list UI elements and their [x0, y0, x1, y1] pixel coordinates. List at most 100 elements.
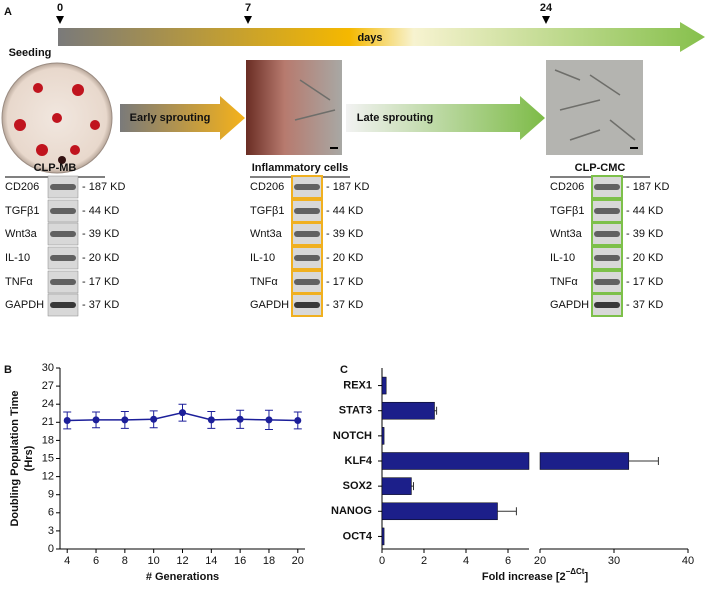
timeline-label: days	[357, 32, 382, 44]
arrow-label: Early sprouting	[130, 112, 211, 124]
size-label: - 187 KD	[626, 181, 669, 193]
size-label: - 39 KD	[326, 228, 363, 240]
protein-label: GAPDH	[250, 299, 289, 311]
y-tick-label: 24	[42, 398, 54, 410]
data-point	[121, 416, 129, 424]
size-label: - 37 KD	[626, 299, 663, 311]
blot-band	[50, 255, 76, 261]
size-label: - 39 KD	[82, 228, 119, 240]
size-label: - 39 KD	[626, 228, 663, 240]
x-tick-label: 16	[234, 555, 246, 567]
size-label: - 17 KD	[326, 276, 363, 288]
bar	[381, 527, 385, 546]
y-tick-label: 3	[48, 525, 54, 537]
x-axis-title-part: ]	[584, 571, 588, 583]
blot-band	[50, 279, 76, 285]
protein-label: TGFβ1	[250, 205, 284, 217]
size-label: - 20 KD	[626, 252, 663, 264]
protein-label: CD206	[5, 181, 39, 193]
y-tick-label: 18	[42, 434, 54, 446]
x-axis-title-part: −ΔCt	[566, 567, 585, 576]
size-label: - 44 KD	[326, 205, 363, 217]
y-tick-label: NOTCH	[333, 430, 372, 442]
x-axis-title: # Generations	[146, 571, 219, 583]
blot-band	[594, 279, 620, 285]
bar	[381, 427, 385, 445]
x-tick-label: 8	[122, 555, 128, 567]
protein-label: IL-10	[250, 252, 275, 264]
x-tick-label: 18	[263, 555, 275, 567]
x-tick-label: 40	[682, 555, 694, 567]
arrow	[120, 96, 245, 140]
tick-marker	[244, 16, 252, 24]
bar	[381, 376, 387, 395]
cells	[294, 69, 636, 141]
protein-label: TNFα	[550, 276, 578, 288]
x-tick-label: 2	[421, 555, 427, 567]
y-tick-label: KLF4	[345, 455, 373, 467]
micrograph	[546, 60, 643, 155]
blot-band	[294, 184, 320, 190]
size-label: - 20 KD	[82, 252, 119, 264]
y-tick-label: 12	[42, 471, 54, 483]
data-point	[179, 409, 186, 417]
explants	[14, 83, 100, 164]
x-tick-label: 20	[534, 555, 546, 567]
size-label: - 37 KD	[82, 299, 119, 311]
bar	[539, 452, 630, 470]
protein-label: CD206	[550, 181, 584, 193]
blot-band	[294, 231, 320, 237]
arrow-label: Late sprouting	[357, 112, 433, 124]
x-tick-label: 6	[505, 555, 511, 567]
blot-band	[50, 302, 76, 308]
x-tick-label: 12	[176, 555, 188, 567]
protein-label: IL-10	[550, 252, 575, 264]
protein-label: CD206	[250, 181, 284, 193]
panel-label: C	[340, 364, 348, 376]
blot-band	[594, 208, 620, 214]
size-label: - 17 KD	[626, 276, 663, 288]
y-tick-label: 0	[48, 543, 54, 555]
protein-label: TNFα	[250, 276, 278, 288]
y-tick-label: STAT3	[339, 405, 372, 417]
y-axis-title: (Hrs)	[23, 445, 35, 471]
error-bar	[628, 457, 659, 465]
blot-band	[594, 302, 620, 308]
blot-band	[294, 255, 320, 261]
panel-label: A	[4, 6, 12, 18]
data-point	[207, 416, 215, 424]
size-label: - 44 KD	[626, 205, 663, 217]
blot-band	[294, 302, 320, 308]
data-point	[63, 416, 71, 424]
tick-marker	[56, 16, 64, 24]
y-tick-label: 30	[42, 362, 54, 374]
y-tick-label: 15	[42, 452, 54, 464]
bar	[381, 401, 435, 420]
x-tick-label: 14	[205, 555, 217, 567]
x-axis-title: Fold increase [2−ΔCt]	[482, 567, 589, 583]
protein-label: Wnt3a	[5, 228, 38, 240]
panel-a-art	[1, 16, 705, 174]
x-tick-label: 6	[93, 555, 99, 567]
data-point	[265, 416, 273, 424]
y-tick-label: 21	[42, 416, 54, 428]
blot-band	[50, 184, 76, 190]
y-tick-label: SOX2	[343, 480, 372, 492]
blot-title: CLP-CMC	[575, 162, 626, 174]
protein-label: TNFα	[5, 276, 33, 288]
y-tick-label: REX1	[343, 379, 372, 391]
size-label: - 44 KD	[82, 205, 119, 217]
size-label: - 20 KD	[326, 252, 363, 264]
data-point	[150, 415, 158, 423]
x-tick-label: 4	[64, 555, 70, 567]
y-tick-label: 6	[48, 507, 54, 519]
bar	[381, 502, 498, 521]
panel-label: B	[4, 364, 12, 376]
blot-band	[294, 208, 320, 214]
y-tick-label: NANOG	[331, 505, 372, 517]
protein-label: IL-10	[5, 252, 30, 264]
protein-label: Wnt3a	[550, 228, 583, 240]
size-label: - 187 KD	[326, 181, 369, 193]
bar	[381, 452, 530, 470]
size-label: - 187 KD	[82, 181, 125, 193]
